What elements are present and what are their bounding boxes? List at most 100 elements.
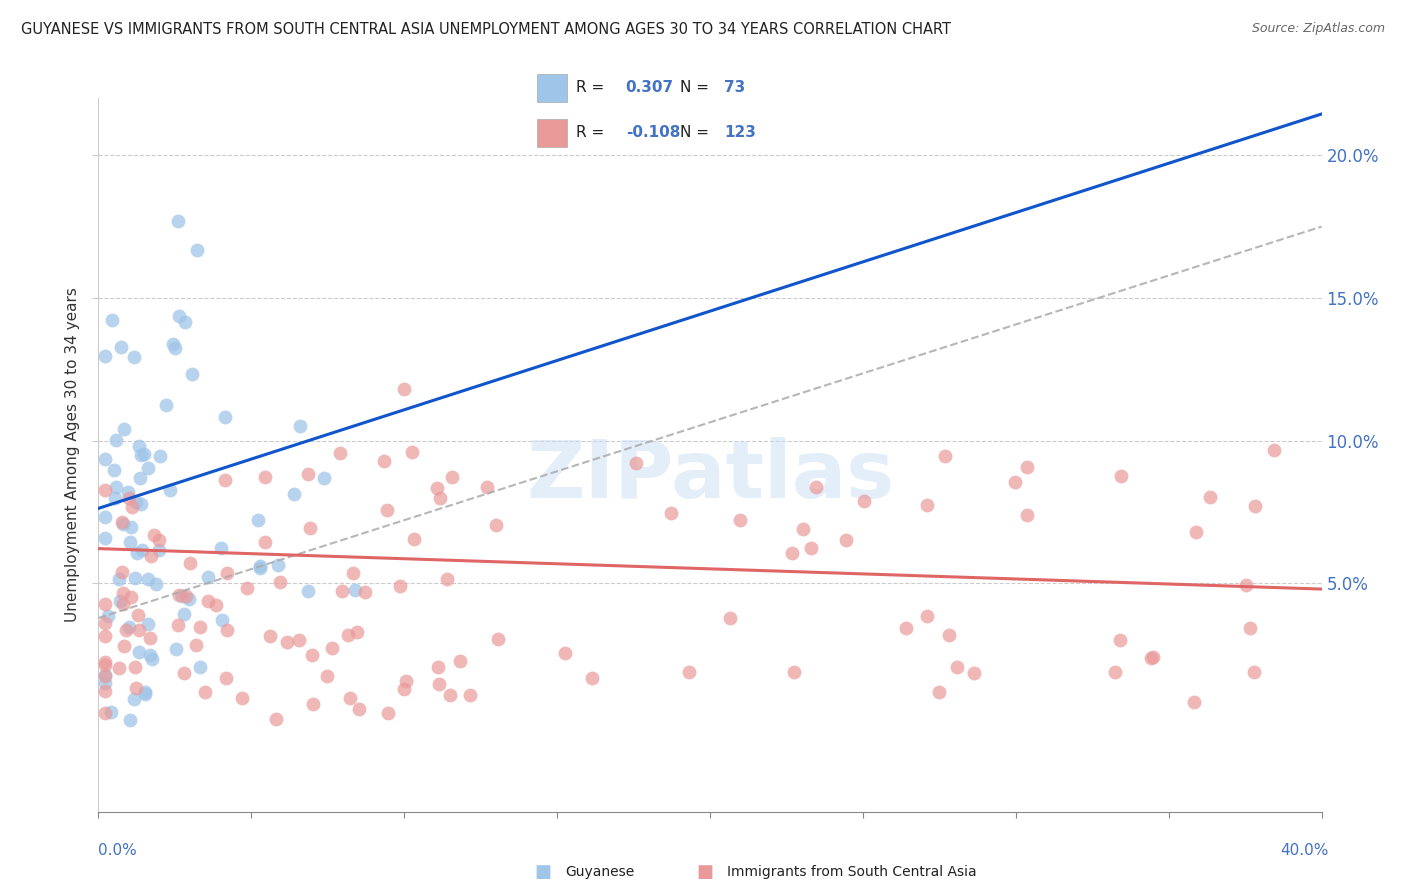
- Point: [852, 494, 875, 508]
- Point: [141, 652, 163, 666]
- Point: [132, 447, 155, 461]
- Point: [1198, 490, 1220, 504]
- Point: [236, 581, 259, 595]
- Point: [440, 470, 463, 484]
- Point: [389, 579, 412, 593]
- Text: 0.0%: 0.0%: [98, 843, 138, 858]
- Point: [1184, 695, 1206, 709]
- Point: [128, 439, 150, 453]
- Point: [124, 692, 146, 706]
- Point: [336, 628, 359, 642]
- Point: [1184, 525, 1206, 540]
- Point: [139, 648, 162, 662]
- Point: [186, 244, 208, 258]
- Point: [93, 668, 115, 682]
- Point: [139, 631, 162, 645]
- Point: [339, 690, 361, 705]
- Point: [131, 543, 153, 558]
- Point: [111, 597, 134, 611]
- Point: [149, 450, 172, 464]
- Point: [128, 644, 150, 658]
- Point: [145, 577, 167, 591]
- Point: [347, 702, 370, 716]
- Point: [134, 687, 156, 701]
- Text: R =: R =: [576, 125, 605, 140]
- Point: [93, 597, 115, 611]
- Point: [93, 657, 115, 672]
- Point: [97, 609, 120, 624]
- Point: [214, 474, 236, 488]
- Point: [118, 620, 141, 634]
- Point: [209, 541, 232, 555]
- Point: [269, 574, 291, 589]
- Point: [112, 422, 135, 436]
- Point: [131, 497, 153, 511]
- Point: [124, 570, 146, 584]
- Point: [312, 471, 335, 485]
- Point: [120, 519, 142, 533]
- Point: [93, 684, 115, 698]
- Point: [205, 598, 228, 612]
- Text: N =: N =: [681, 125, 709, 140]
- Point: [124, 660, 146, 674]
- Point: [678, 665, 700, 679]
- Point: [1004, 475, 1026, 489]
- Point: [395, 674, 418, 689]
- Point: [426, 481, 449, 495]
- Point: [180, 367, 202, 381]
- Point: [118, 714, 141, 728]
- Point: [148, 533, 170, 548]
- Point: [94, 629, 117, 643]
- Point: [661, 507, 683, 521]
- Point: [112, 586, 135, 600]
- Point: [780, 545, 803, 559]
- Point: [894, 621, 917, 635]
- Point: [299, 521, 322, 535]
- Text: Guyanese: Guyanese: [565, 865, 634, 880]
- Point: [217, 566, 239, 580]
- Point: [179, 557, 201, 571]
- Point: [127, 608, 149, 623]
- Point: [125, 681, 148, 696]
- Point: [439, 688, 461, 702]
- Point: [728, 513, 751, 527]
- Point: [139, 549, 162, 563]
- Point: [1239, 622, 1261, 636]
- Point: [783, 665, 806, 680]
- Point: [167, 214, 190, 228]
- Point: [267, 558, 290, 573]
- Point: [184, 638, 207, 652]
- Point: [217, 623, 239, 637]
- Point: [1015, 460, 1038, 475]
- Text: 123: 123: [724, 125, 756, 140]
- Point: [136, 461, 159, 475]
- Point: [915, 498, 938, 512]
- Point: [297, 583, 319, 598]
- Point: [173, 666, 195, 681]
- Point: [316, 668, 339, 682]
- Point: [115, 623, 138, 637]
- Text: R =: R =: [576, 80, 605, 95]
- Point: [253, 535, 276, 549]
- Point: [117, 485, 139, 500]
- Point: [436, 572, 458, 586]
- Text: 40.0%: 40.0%: [1281, 843, 1329, 858]
- Point: [458, 688, 481, 702]
- Text: GUYANESE VS IMMIGRANTS FROM SOUTH CENTRAL ASIA UNEMPLOYMENT AMONG AGES 30 TO 34 : GUYANESE VS IMMIGRANTS FROM SOUTH CENTRA…: [21, 22, 950, 37]
- Point: [253, 470, 276, 484]
- Point: [215, 671, 238, 685]
- Point: [1263, 442, 1285, 457]
- FancyBboxPatch shape: [537, 119, 567, 147]
- Point: [1139, 651, 1161, 665]
- Point: [134, 685, 156, 699]
- Point: [174, 589, 197, 603]
- Point: [129, 448, 152, 462]
- Point: [246, 513, 269, 527]
- Text: ZIPatlas: ZIPatlas: [526, 437, 894, 516]
- Point: [93, 655, 115, 669]
- Point: [162, 337, 184, 351]
- Point: [485, 518, 508, 533]
- Point: [249, 561, 271, 575]
- Point: [1142, 649, 1164, 664]
- Point: [155, 398, 177, 412]
